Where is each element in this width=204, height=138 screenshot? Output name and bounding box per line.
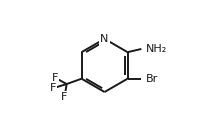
Text: F: F: [52, 73, 58, 83]
Text: Br: Br: [146, 74, 158, 84]
Text: NH₂: NH₂: [146, 44, 167, 54]
Text: N: N: [100, 34, 109, 44]
Text: F: F: [61, 92, 68, 102]
Text: F: F: [50, 83, 56, 93]
